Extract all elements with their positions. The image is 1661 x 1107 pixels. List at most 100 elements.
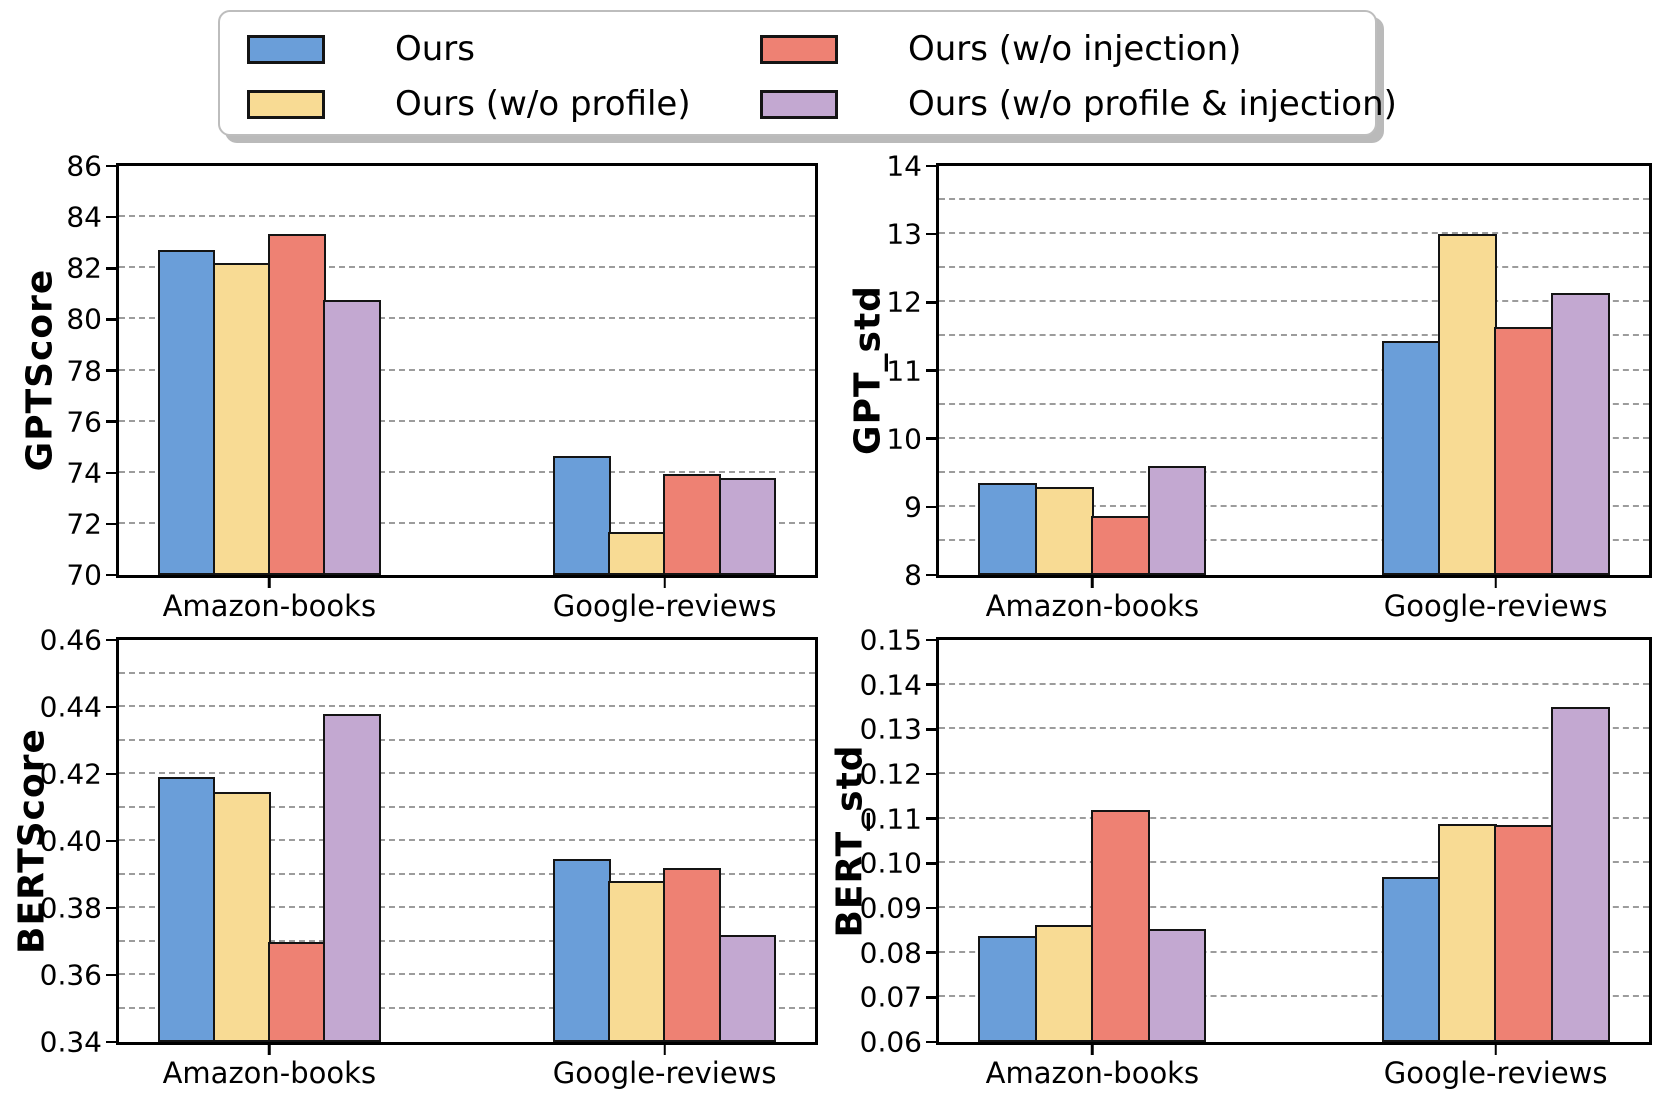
gridline <box>939 504 1649 507</box>
x-tick-label: Amazon-books <box>162 1056 377 1090</box>
gridline <box>939 682 1649 685</box>
gridline <box>939 538 1649 541</box>
y-tick-mark <box>106 420 116 423</box>
x-tick-mark <box>1494 578 1497 588</box>
y-tick-label: 0.34 <box>39 1025 102 1059</box>
bar <box>212 263 271 575</box>
bar <box>1147 465 1207 575</box>
bar <box>1437 824 1497 1042</box>
gridline <box>939 816 1649 819</box>
y-tick-mark <box>106 973 116 977</box>
bar <box>1550 292 1610 575</box>
y-tick-label: 70 <box>66 558 102 592</box>
gridline <box>939 861 1649 864</box>
bar <box>608 881 666 1042</box>
y-tick-mark <box>106 164 116 168</box>
x-tick-label: Google-reviews <box>1383 1056 1608 1090</box>
y-tick-mark <box>926 728 936 731</box>
y-tick-mark <box>106 267 116 270</box>
bar <box>718 934 777 1042</box>
y-tick-mark <box>926 164 936 168</box>
y-tick-label: 11 <box>886 354 922 387</box>
gridline <box>119 939 815 942</box>
gridline <box>119 671 815 674</box>
bar <box>1034 487 1094 575</box>
y-tick-mark <box>106 318 116 321</box>
y-tick-label: 14 <box>886 149 922 183</box>
bar <box>663 474 722 575</box>
x-tick-mark <box>268 578 271 588</box>
y-tick-label: 0.10 <box>859 846 922 880</box>
bar <box>268 233 326 575</box>
y-tick-mark <box>926 817 936 820</box>
gridline <box>119 368 815 371</box>
legend-swatch-icon <box>247 34 325 64</box>
y-tick-mark <box>926 772 936 776</box>
legend-label: Ours (w/o profile) <box>395 84 691 124</box>
gridline <box>119 317 815 320</box>
x-tick-label: Amazon-books <box>985 589 1200 623</box>
bar <box>1034 924 1094 1042</box>
y-tick-label: 78 <box>66 354 102 387</box>
y-tick-label: 8 <box>904 558 922 592</box>
gridline <box>119 1006 815 1009</box>
bar <box>212 792 271 1042</box>
bar <box>1091 516 1151 575</box>
y-tick-mark <box>106 772 116 776</box>
x-tick-label: Google-reviews <box>552 589 777 623</box>
legend-swatch-icon <box>247 89 325 119</box>
bar <box>1437 234 1497 575</box>
y-tick-mark <box>106 369 116 372</box>
x-tick-mark <box>663 578 666 588</box>
y-tick-label: 72 <box>66 507 102 541</box>
x-tick-mark <box>663 1045 666 1055</box>
y-tick-label: 0.12 <box>859 757 922 791</box>
y-tick-mark <box>106 839 116 843</box>
legend-swatch-icon <box>760 89 838 119</box>
bar <box>1147 929 1207 1042</box>
gridline <box>939 772 1649 775</box>
bar <box>323 300 382 575</box>
legend-entry: Ours (w/o injection) <box>760 22 1397 77</box>
legend-label: Ours <box>395 29 476 69</box>
y-tick-mark <box>926 638 936 642</box>
legend-swatch-icon <box>760 34 838 64</box>
bar <box>978 482 1038 575</box>
legend-entry: Ours (w/o profile & injection) <box>760 77 1397 132</box>
y-tick-label: 0.07 <box>859 980 922 1014</box>
gridline <box>939 232 1649 235</box>
gridline <box>119 772 815 775</box>
y-tick-label: 9 <box>904 490 922 524</box>
plot-area: 8 9 10 11 12 13 14 Amazon-books Google-reviews <box>886 150 1652 623</box>
y-tick-label: 84 <box>66 200 102 234</box>
gridline <box>119 738 815 741</box>
y-tick-mark <box>926 437 936 440</box>
gridline <box>119 705 815 707</box>
bar <box>1381 876 1441 1042</box>
y-tick-mark <box>106 215 116 219</box>
y-tick-label: 0.09 <box>859 891 922 925</box>
gridline <box>119 872 815 875</box>
bar <box>1550 707 1610 1042</box>
y-tick-label: 0.42 <box>39 757 102 791</box>
y-tick-mark <box>926 951 936 954</box>
y-tick-mark <box>926 906 936 910</box>
y-tick-mark <box>106 522 116 526</box>
plot-area: 70 72 74 76 78 80 82 84 86 Amazon-books Google-rev… <box>66 150 818 623</box>
bar <box>1381 341 1441 575</box>
y-tick-label: 10 <box>886 422 922 456</box>
y-tick-mark <box>926 573 936 577</box>
bar <box>552 859 611 1042</box>
y-tick-label: 82 <box>66 251 102 285</box>
gridline <box>939 402 1649 405</box>
y-tick-label: 0.08 <box>859 936 922 970</box>
legend-label: Ours (w/o profile & injection) <box>908 84 1397 124</box>
bar <box>157 250 216 575</box>
x-tick-mark <box>1091 578 1094 588</box>
bar <box>1494 825 1554 1042</box>
legend-label: Ours (w/o injection) <box>908 29 1242 69</box>
bar <box>323 713 382 1042</box>
y-tick-mark <box>106 638 116 642</box>
y-tick-label: 13 <box>886 217 922 251</box>
